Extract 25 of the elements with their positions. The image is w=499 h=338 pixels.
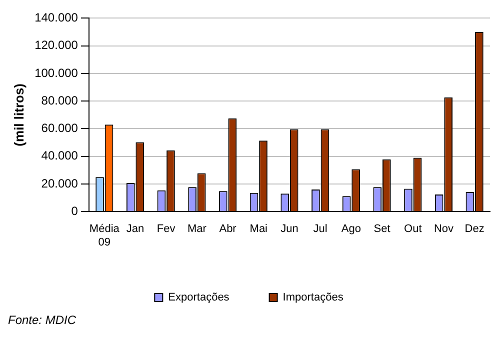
y-tick-label: 60.000 bbox=[41, 121, 78, 136]
x-tick-label: Média 09 bbox=[89, 223, 120, 248]
x-tick-label: Out bbox=[404, 223, 422, 236]
x-tick-label: Abr bbox=[219, 223, 237, 236]
legend-label: Importações bbox=[282, 292, 344, 304]
y-tick-label: 80.000 bbox=[41, 93, 78, 108]
y-axis-title: (mil litros) bbox=[11, 83, 26, 146]
y-tick-label: 0 bbox=[71, 204, 78, 218]
x-tick-label: Set bbox=[374, 223, 390, 236]
y-tick-label: 100.000 bbox=[34, 66, 78, 80]
y-tick-label: 120.000 bbox=[34, 38, 78, 52]
x-tick-label: Jun bbox=[280, 223, 298, 236]
x-tick-label: Mai bbox=[250, 223, 268, 236]
x-tick-label: Dez bbox=[464, 223, 484, 236]
x-tick-label: Jul bbox=[313, 223, 328, 236]
x-tick-label: Ago bbox=[341, 223, 361, 236]
y-tick-label: 140.000 bbox=[34, 10, 78, 25]
y-tick-label: 20.000 bbox=[41, 176, 78, 190]
legend-label: Exportações bbox=[168, 292, 230, 304]
x-tick-label: Jan bbox=[126, 223, 144, 236]
y-tick-label: 40.000 bbox=[41, 148, 78, 163]
source-note: Fonte: MDIC bbox=[8, 313, 78, 327]
x-tick-label: Fev bbox=[156, 223, 176, 236]
x-tick-label: Mar bbox=[187, 223, 207, 236]
x-tick-label: Nov bbox=[434, 223, 454, 236]
